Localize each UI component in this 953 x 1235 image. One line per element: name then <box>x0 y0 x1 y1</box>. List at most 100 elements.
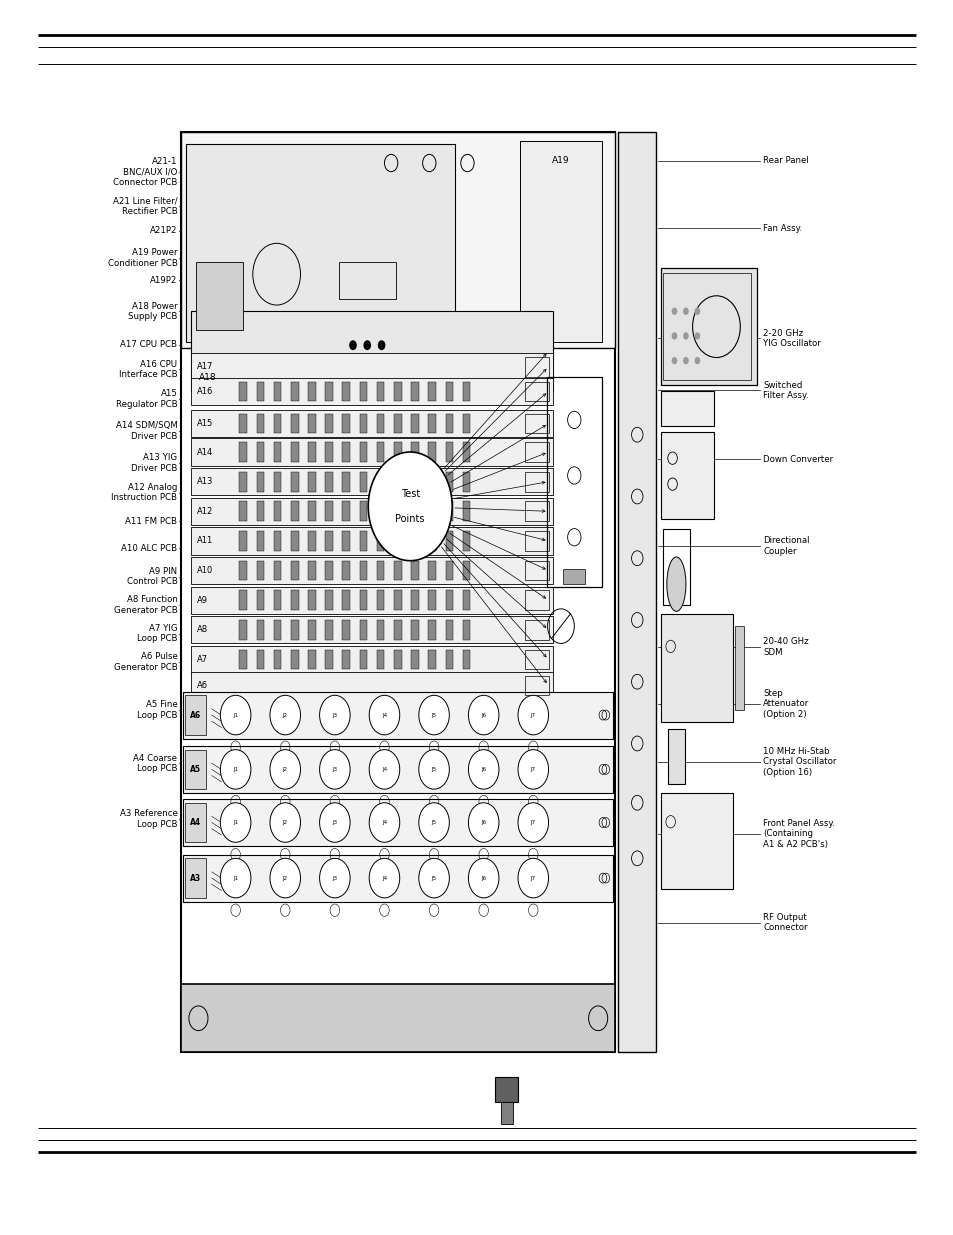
Text: A9 PIN
Control PCB: A9 PIN Control PCB <box>127 567 177 587</box>
Bar <box>359 472 367 492</box>
Text: A7: A7 <box>196 655 208 664</box>
Bar <box>274 501 281 521</box>
Bar <box>325 472 333 492</box>
Bar <box>462 650 470 669</box>
Bar <box>291 531 298 551</box>
Text: J6: J6 <box>480 767 486 772</box>
Circle shape <box>682 308 688 315</box>
Bar <box>428 442 436 462</box>
Bar <box>359 620 367 640</box>
Bar <box>376 472 384 492</box>
Bar <box>428 382 436 401</box>
Text: J1: J1 <box>233 713 238 718</box>
Ellipse shape <box>666 557 685 611</box>
Bar <box>239 620 247 640</box>
Bar <box>308 382 315 401</box>
Circle shape <box>517 695 548 735</box>
Bar <box>342 590 350 610</box>
Circle shape <box>270 803 300 842</box>
Text: A14: A14 <box>196 447 213 457</box>
Text: Step
Attenuator
(Option 2): Step Attenuator (Option 2) <box>762 689 808 719</box>
Bar <box>239 442 247 462</box>
Circle shape <box>368 452 452 561</box>
Bar <box>325 414 333 433</box>
Bar <box>524 501 548 521</box>
Bar <box>445 590 453 610</box>
Text: J7: J7 <box>530 876 536 881</box>
Text: J6: J6 <box>480 713 486 718</box>
Bar <box>274 650 281 669</box>
Bar <box>191 557 553 584</box>
Bar <box>239 531 247 551</box>
Text: J1: J1 <box>233 876 238 881</box>
Bar <box>191 616 553 643</box>
Bar <box>338 262 395 299</box>
Bar <box>376 382 384 401</box>
Text: A21 Line Filter/
Rectifier PCB: A21 Line Filter/ Rectifier PCB <box>112 196 177 216</box>
Bar <box>183 799 613 846</box>
Bar <box>342 414 350 433</box>
Bar <box>428 561 436 580</box>
Bar <box>394 414 401 433</box>
Bar <box>274 382 281 401</box>
Circle shape <box>319 858 350 898</box>
Bar <box>191 587 553 614</box>
Bar <box>462 442 470 462</box>
Bar <box>291 472 298 492</box>
Bar <box>428 472 436 492</box>
Text: A17: A17 <box>196 362 213 372</box>
Text: RF Output
Connector: RF Output Connector <box>762 913 807 932</box>
Text: A5: A5 <box>190 764 201 774</box>
Text: A21P2: A21P2 <box>150 226 177 236</box>
Bar <box>274 561 281 580</box>
Bar <box>191 378 553 405</box>
Bar <box>325 650 333 669</box>
Bar <box>256 472 264 492</box>
Text: A18 Power
Supply PCB: A18 Power Supply PCB <box>128 301 177 321</box>
Bar <box>308 472 315 492</box>
Bar <box>445 442 453 462</box>
Bar <box>394 561 401 580</box>
Bar <box>359 531 367 551</box>
Circle shape <box>270 750 300 789</box>
Text: J2: J2 <box>282 820 288 825</box>
Bar <box>562 569 585 584</box>
Text: Switched
Filter Assy.: Switched Filter Assy. <box>762 380 808 400</box>
Bar <box>274 590 281 610</box>
Bar <box>411 650 418 669</box>
Text: J2: J2 <box>282 713 288 718</box>
Text: J3: J3 <box>332 713 337 718</box>
Bar <box>239 472 247 492</box>
Bar <box>524 357 548 377</box>
Bar <box>462 561 470 580</box>
Bar <box>256 531 264 551</box>
Bar <box>181 984 615 1052</box>
Bar <box>256 414 264 433</box>
Bar <box>660 268 756 385</box>
Circle shape <box>220 858 251 898</box>
Bar <box>462 590 470 610</box>
Circle shape <box>468 695 498 735</box>
Bar <box>291 561 298 580</box>
Bar <box>185 695 206 735</box>
Text: A3 Reference
Loop PCB: A3 Reference Loop PCB <box>119 809 177 829</box>
Bar <box>325 561 333 580</box>
Bar <box>519 141 601 342</box>
Text: J7: J7 <box>530 767 536 772</box>
Bar <box>495 1077 517 1102</box>
Bar <box>359 382 367 401</box>
Bar <box>291 442 298 462</box>
Bar <box>524 561 548 580</box>
Bar <box>308 414 315 433</box>
Bar <box>376 442 384 462</box>
Bar <box>239 414 247 433</box>
Text: 10 MHz Hi-Stab
Crystal Oscillator
(Option 16): 10 MHz Hi-Stab Crystal Oscillator (Optio… <box>762 747 836 777</box>
Bar <box>342 561 350 580</box>
Bar <box>428 531 436 551</box>
Bar <box>181 132 615 348</box>
Bar <box>325 531 333 551</box>
Bar <box>445 650 453 669</box>
Text: Test: Test <box>400 489 419 499</box>
Bar <box>342 620 350 640</box>
Bar <box>274 414 281 433</box>
